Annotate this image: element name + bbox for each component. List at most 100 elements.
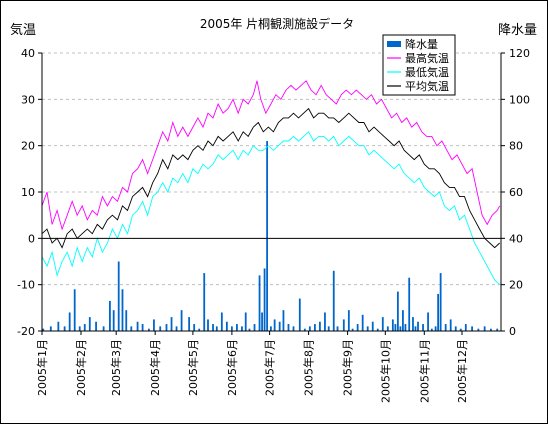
precip-bar [159,326,162,331]
left-tick-label: 0 [28,232,35,245]
precip-bar [391,319,394,331]
precip-bar [220,312,223,331]
precip-bar [278,321,281,331]
precip-bar [248,328,251,331]
temperature-lines [41,80,501,286]
series-line-最低気温 [41,131,501,286]
precip-bar [408,277,411,331]
precip-bar [313,324,316,331]
precip-bar [437,293,440,331]
right-tick-label: 20 [509,279,523,292]
precip-bar [366,326,369,331]
month-label: 2005年12月 [455,339,469,403]
precip-bar [308,326,311,331]
precip-bar [225,321,228,331]
precip-bar [471,326,473,331]
precip-bar [230,326,233,331]
legend-label: 最高気温 [405,51,449,65]
left-tick-label: 30 [21,93,35,106]
precip-bar [327,326,330,331]
precip-bar [477,328,480,331]
month-label: 2005年1月 [35,339,49,396]
precip-bar [287,324,290,331]
precip-bar [298,298,301,331]
precip-bar [434,326,437,331]
precip-bar [376,328,379,331]
precip-bar [490,328,492,331]
precip-bar [342,319,345,331]
precipitation-bars [42,141,499,331]
month-label: 2005年10月 [378,339,392,403]
precip-bar [386,326,389,331]
chart-title: 2005年 片桐観測施設データ [200,16,354,31]
month-label: 2005年2月 [74,339,88,396]
precip-bar [112,310,115,331]
month-label: 2005年8月 [302,339,316,396]
right-tick-label: 40 [509,232,523,245]
precip-bar [95,321,97,331]
right-tick-label: 120 [509,47,530,60]
precip-bar [193,324,196,331]
precip-bar [141,324,144,331]
precip-bar [449,319,452,331]
legend-label: 最低気温 [405,65,449,79]
precip-bar [412,317,414,331]
precip-bar [236,324,238,331]
precip-bar [396,291,399,331]
precip-bar [63,326,66,331]
precip-bar [244,312,247,331]
precip-bar [198,328,201,331]
precip-bar [399,326,402,331]
precip-bar [430,328,433,331]
precip-bar [117,261,120,331]
precip-bar [483,326,486,331]
precip-bar [266,141,268,331]
precip-bar [175,326,178,331]
right-tick-label: 60 [509,186,523,199]
right-tick-label: 100 [509,93,530,106]
precip-bar [336,326,339,331]
y-axis-right-label: 降水量 [498,23,537,38]
precip-bar [215,326,218,331]
precip-bar [125,310,128,331]
precip-bar [324,312,326,331]
y-axis-left-label: 気温 [10,22,36,38]
precip-bar [170,317,173,331]
precip-bar [332,270,335,331]
precip-bar [49,326,52,331]
precip-bar [361,314,364,331]
precip-bar [414,326,417,331]
precip-bar [258,275,261,331]
right-tick-label: 0 [509,325,516,338]
month-label: 2005年7月 [263,339,277,396]
legend-box [382,34,456,96]
precip-bar [404,324,407,331]
precip-bar [57,321,60,331]
precip-bar [303,328,306,331]
precip-bar [402,310,404,331]
precip-bar [454,326,457,331]
precip-bar [212,324,214,331]
precip-bar [273,319,276,331]
month-label: 2005年9月 [341,339,355,396]
precip-bar [496,328,499,331]
precip-bar [351,328,354,331]
series-line-平均気温 [41,107,501,249]
precip-bar [68,312,71,331]
precip-bar [153,319,155,331]
precip-bar [356,324,359,331]
legend-label: 平均気温 [405,79,449,93]
series-line-最高気温 [41,80,501,231]
precip-bar [439,273,442,331]
precip-bar [422,324,424,331]
precip-bar [394,324,397,331]
left-tick-label: 20 [21,140,35,153]
precip-bar [269,326,272,331]
month-label: 2005年3月 [109,339,123,396]
precip-bar [381,317,384,331]
precip-bar [282,310,285,331]
right-tick-label: 80 [509,140,523,153]
